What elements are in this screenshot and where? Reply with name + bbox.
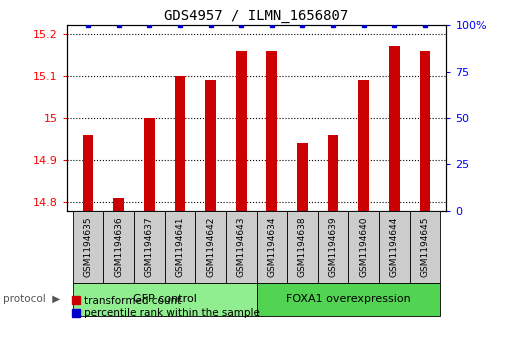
Bar [144,118,155,211]
Bar [226,211,256,283]
Bar [174,76,185,211]
Bar [287,211,318,283]
Text: protocol  ▶: protocol ▶ [3,294,60,305]
Bar [358,80,369,211]
Bar [113,198,124,211]
Bar [297,143,308,211]
Bar [104,211,134,283]
Bar [165,211,195,283]
Text: GSM1194635: GSM1194635 [84,216,93,277]
Text: GSM1194640: GSM1194640 [359,217,368,277]
Bar [409,211,440,283]
Bar [328,135,339,211]
Bar [256,283,440,316]
Bar [73,283,256,316]
Bar [195,211,226,283]
Text: GSM1194638: GSM1194638 [298,216,307,277]
Bar [379,211,409,283]
Bar [318,211,348,283]
Bar [389,46,400,211]
Bar [73,211,104,283]
Text: FOXA1 overexpression: FOXA1 overexpression [286,294,411,305]
Text: GSM1194645: GSM1194645 [420,217,429,277]
Text: GSM1194642: GSM1194642 [206,217,215,277]
Text: GSM1194641: GSM1194641 [175,217,185,277]
Text: GFP control: GFP control [133,294,196,305]
Text: GSM1194639: GSM1194639 [328,216,338,277]
Legend: transformed count, percentile rank within the sample: transformed count, percentile rank withi… [72,295,260,318]
Bar [348,211,379,283]
Text: GSM1194637: GSM1194637 [145,216,154,277]
Text: GSM1194644: GSM1194644 [390,217,399,277]
Bar [266,51,277,211]
Bar [256,211,287,283]
Bar [134,211,165,283]
Text: GSM1194643: GSM1194643 [236,217,246,277]
Bar [236,51,247,211]
Title: GDS4957 / ILMN_1656807: GDS4957 / ILMN_1656807 [164,9,349,23]
Bar [83,135,93,211]
Text: GSM1194636: GSM1194636 [114,216,123,277]
Bar [205,80,216,211]
Bar [420,51,430,211]
Text: GSM1194634: GSM1194634 [267,217,277,277]
